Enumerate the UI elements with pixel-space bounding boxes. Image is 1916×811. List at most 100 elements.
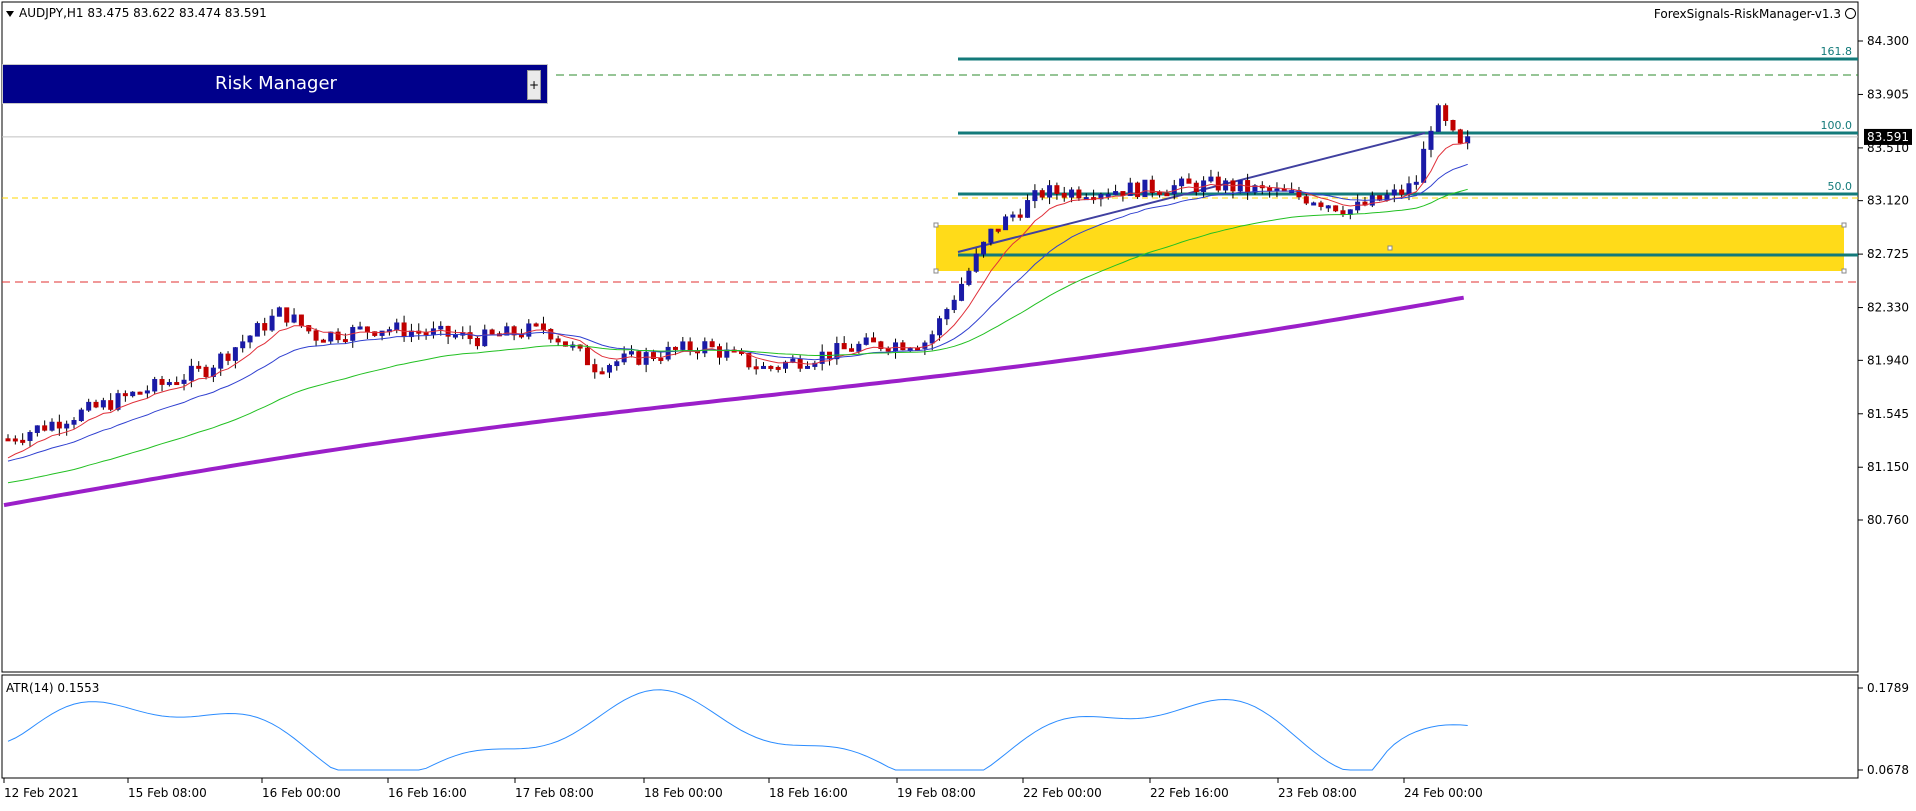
risk-manager-panel[interactable]: Risk Manager +	[2, 64, 548, 104]
bull-candle	[269, 315, 275, 331]
bear-candle	[364, 326, 370, 333]
bull-candle	[115, 393, 121, 410]
price-axis-label: 81.940	[1867, 353, 1909, 367]
bull-candle	[394, 322, 400, 331]
bear-candle	[203, 366, 209, 377]
bull-candle	[452, 334, 458, 338]
bull-candle	[1047, 185, 1053, 198]
price-axis: 84.30083.90583.51083.12082.72582.33081.9…	[1858, 34, 1909, 527]
time-axis-label: 18 Feb 16:00	[769, 786, 848, 800]
zone-handle[interactable]	[933, 268, 939, 274]
bear-candle	[5, 438, 11, 442]
ema-slow-line	[7, 188, 1468, 484]
atr-indicator-label: ATR(14) 0.1553	[6, 681, 100, 695]
time-axis-label: 19 Feb 08:00	[897, 786, 976, 800]
risk-manager-expand-button[interactable]: +	[527, 70, 541, 100]
bear-candle	[1039, 190, 1045, 198]
bear-candle	[42, 425, 48, 431]
chart-menu-triangle-icon[interactable]	[6, 10, 14, 17]
bull-candle	[254, 323, 260, 337]
current-price-box	[1864, 128, 1912, 145]
bull-candle	[973, 253, 979, 272]
bear-candle	[174, 382, 180, 386]
time-axis-label: 17 Feb 08:00	[515, 786, 594, 800]
bear-candle	[335, 331, 341, 341]
indicator-pane-frame	[1, 674, 1859, 779]
bull-candle	[240, 341, 246, 349]
time-axis-label: 24 Feb 00:00	[1404, 786, 1483, 800]
bull-candle	[1032, 190, 1038, 202]
bear-candle	[20, 439, 26, 443]
time-axis-label: 23 Feb 08:00	[1278, 786, 1357, 800]
bull-candle	[834, 343, 840, 360]
trend-line[interactable]	[957, 132, 1426, 253]
bear-candle	[533, 323, 539, 327]
bull-candle	[819, 351, 825, 364]
bear-candle	[1450, 119, 1456, 131]
bear-candle	[1399, 189, 1405, 195]
bear-candle	[1340, 210, 1346, 215]
bull-candle	[966, 270, 972, 285]
bear-candle	[599, 371, 605, 375]
bear-candle	[401, 322, 407, 338]
bear-candle	[841, 343, 847, 350]
bear-candle	[298, 314, 304, 327]
bull-candle	[1311, 202, 1317, 206]
bear-candle	[423, 332, 429, 336]
atr-line	[7, 689, 1468, 771]
bull-candle	[1355, 201, 1361, 211]
price-axis-label: 82.330	[1867, 301, 1909, 315]
bear-candle	[878, 341, 884, 349]
bull-candle	[981, 241, 987, 255]
time-axis-label: 16 Feb 00:00	[262, 786, 341, 800]
bear-candle	[577, 344, 583, 349]
zone-handle[interactable]	[933, 222, 939, 228]
current-price-label: 83.591	[1867, 130, 1909, 144]
bear-candle	[709, 341, 715, 348]
bear-candle	[12, 438, 18, 442]
zone-handle[interactable]	[1387, 245, 1393, 251]
bull-candle	[1223, 180, 1229, 191]
bull-candle	[1325, 205, 1331, 209]
bull-candle	[357, 326, 363, 330]
symbol-info-text: AUDJPY,H1 83.475 83.622 83.474 83.591	[19, 6, 267, 20]
bear-candle	[196, 365, 202, 369]
price-axis-label: 80.760	[1867, 513, 1909, 527]
bull-candle	[856, 343, 862, 352]
bear-candle	[1333, 205, 1339, 212]
bull-candle	[1142, 179, 1148, 198]
bull-candle	[1069, 189, 1075, 198]
price-axis-label: 81.545	[1867, 407, 1909, 421]
zone-handle[interactable]	[1841, 268, 1847, 274]
bull-candle	[643, 352, 649, 365]
bull-candle	[1237, 180, 1243, 192]
bear-candle	[474, 337, 480, 347]
atr-axis-label: 0.0678	[1867, 763, 1909, 777]
smiley-icon[interactable]	[1845, 8, 1856, 19]
bear-candle	[56, 421, 62, 429]
bull-candle	[665, 346, 671, 360]
bear-candle	[746, 353, 752, 368]
bull-candle	[1127, 182, 1133, 196]
bear-candle	[555, 338, 561, 343]
bull-candle	[628, 351, 634, 355]
zone-handle[interactable]	[1841, 222, 1847, 228]
symbol-info: AUDJPY,H1 83.475 83.622 83.474 83.591	[6, 6, 267, 20]
bear-candle	[342, 339, 348, 343]
bear-candle	[540, 323, 546, 330]
expert-advisor-name: ForexSignals-RiskManager-v1.3	[1654, 7, 1856, 21]
bear-candle	[1157, 191, 1163, 195]
bear-candle	[1149, 179, 1155, 193]
bear-candle	[1061, 192, 1067, 198]
bull-candle	[1105, 193, 1111, 197]
bear-candle	[284, 307, 290, 323]
bull-candle	[71, 420, 77, 425]
bear-candle	[1267, 187, 1273, 192]
bull-candle	[761, 365, 767, 369]
bull-candle	[988, 228, 994, 243]
bull-candle	[78, 409, 84, 422]
bear-candle	[306, 325, 312, 332]
bear-candle	[372, 331, 378, 336]
